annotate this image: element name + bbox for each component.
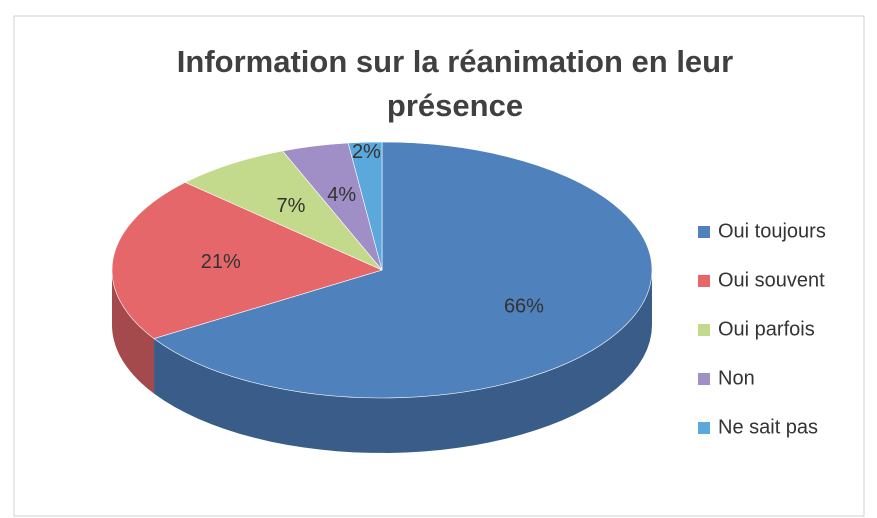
pie-slice bbox=[153, 141, 653, 399]
pie-slice bbox=[111, 182, 383, 339]
data-label: 2% bbox=[352, 141, 381, 163]
chart-title: Information sur la réanimation en leur p… bbox=[176, 44, 734, 123]
legend-label: Oui toujours bbox=[718, 220, 826, 242]
legend-swatch bbox=[698, 275, 710, 287]
pie-slice-side bbox=[154, 270, 652, 453]
pie-slice-side bbox=[112, 270, 155, 394]
pie-slice bbox=[347, 141, 383, 271]
legend-label: Oui parfois bbox=[718, 318, 815, 340]
legend-label: Non bbox=[718, 367, 755, 389]
legend-label: Ne sait pas bbox=[718, 416, 818, 438]
pie-slice bbox=[184, 150, 383, 271]
legend-label: Oui souvent bbox=[718, 269, 825, 291]
data-label: 7% bbox=[276, 195, 305, 217]
data-label: 4% bbox=[327, 184, 356, 206]
legend-swatch bbox=[698, 422, 710, 434]
legend-swatch bbox=[698, 226, 710, 238]
data-label: 66% bbox=[504, 295, 544, 317]
legend-swatch bbox=[698, 324, 710, 336]
data-label: 21% bbox=[201, 251, 241, 273]
legend-swatch bbox=[698, 373, 710, 385]
